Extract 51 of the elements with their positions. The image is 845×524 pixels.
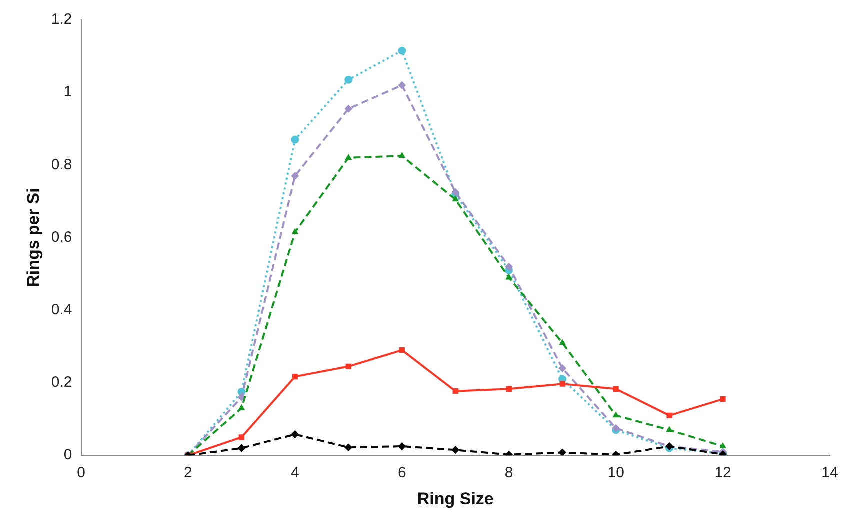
- point: [238, 434, 245, 440]
- x-tick-label: 4: [291, 464, 300, 482]
- point: [398, 152, 406, 158]
- point: [344, 104, 353, 113]
- point: [291, 430, 300, 439]
- point: [559, 339, 566, 346]
- y-tick-label: 0.6: [51, 228, 72, 246]
- point: [612, 412, 620, 418]
- y-tick-label: 1.2: [51, 11, 72, 28]
- point: [346, 364, 352, 370]
- x-tick-label: 12: [714, 464, 732, 482]
- y-tick-label: 0.2: [51, 374, 72, 392]
- point: [506, 386, 512, 392]
- point: [344, 76, 353, 84]
- x-tick-label: 6: [398, 464, 406, 482]
- point: [452, 446, 460, 454]
- point: [398, 46, 406, 55]
- y-tick-label: 1: [64, 84, 72, 101]
- point: [613, 386, 619, 392]
- x-tick-label: 8: [504, 464, 514, 482]
- point: [238, 404, 246, 410]
- x-tick-label: 0: [77, 464, 86, 482]
- point: [558, 448, 567, 456]
- point: [345, 154, 352, 160]
- point: [506, 274, 513, 280]
- point: [399, 348, 405, 354]
- point: [291, 172, 300, 180]
- point: [666, 426, 674, 432]
- point: [505, 262, 514, 271]
- y-tick-label: 0.8: [51, 156, 72, 174]
- x-axis-title: Ring Size: [417, 489, 494, 508]
- point: [558, 364, 567, 372]
- point: [720, 396, 726, 402]
- point: [292, 374, 298, 380]
- x-tick-label: 10: [608, 464, 624, 482]
- x-tick-label: 2: [184, 464, 192, 482]
- point: [452, 388, 458, 394]
- point: [398, 442, 406, 451]
- point: [291, 136, 300, 144]
- y-axis-title: Rings per Si: [24, 188, 43, 288]
- point: [452, 196, 460, 202]
- point: [398, 81, 406, 90]
- x-tick-label: 14: [822, 464, 838, 482]
- point: [720, 442, 726, 449]
- point: [292, 228, 299, 234]
- y-tick-label: 0: [64, 446, 72, 464]
- point: [238, 444, 246, 452]
- point: [560, 381, 566, 387]
- point: [666, 412, 672, 418]
- y-tick-label: 0.4: [51, 302, 72, 319]
- point: [344, 444, 353, 452]
